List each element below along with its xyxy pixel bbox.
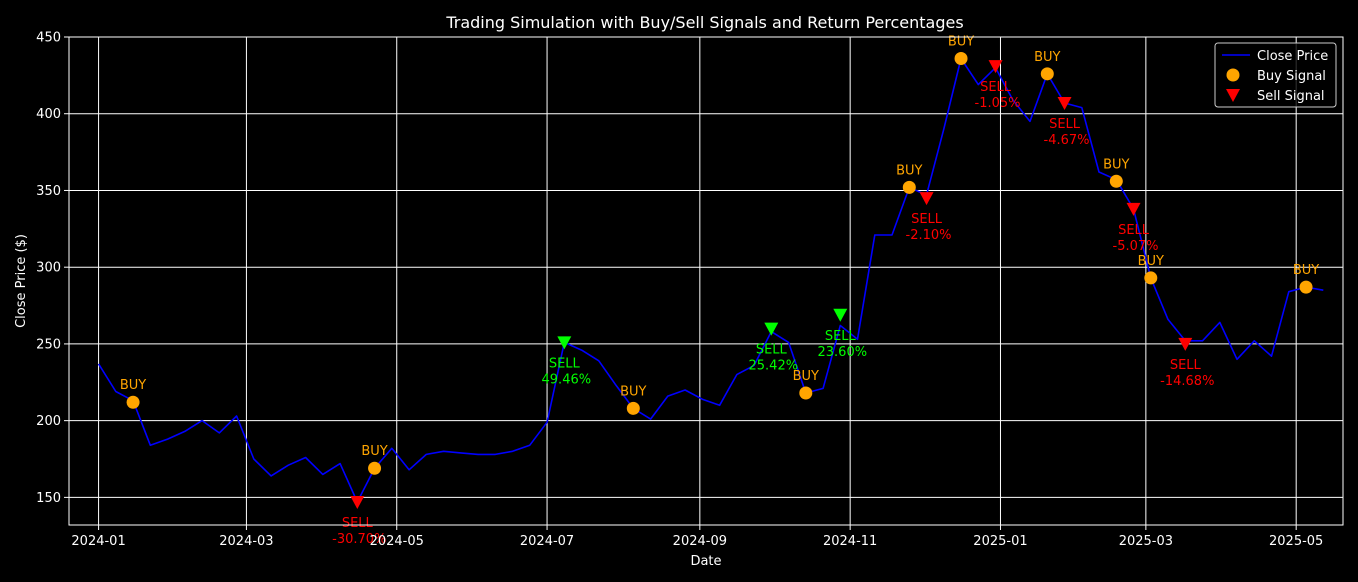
sell-label: SELL (825, 329, 857, 344)
x-tick-label: 2025-05 (1269, 534, 1323, 549)
buy-label: BUY (1138, 254, 1164, 269)
buy-marker (799, 386, 813, 400)
sell-return-label: -14.68% (1160, 374, 1214, 389)
legend-entry: Sell Signal (1257, 89, 1325, 104)
legend-entry: Buy Signal (1257, 69, 1326, 84)
buy-marker (1040, 67, 1054, 81)
x-tick-label: 2024-09 (673, 534, 727, 549)
y-tick-label: 150 (36, 491, 61, 506)
grid (69, 36, 1343, 525)
sell-marker (833, 308, 848, 322)
buy-label: BUY (948, 34, 974, 49)
sell-return-label: -1.05% (975, 96, 1021, 111)
legend-buy-swatch (1226, 68, 1240, 82)
y-tick-label: 350 (36, 184, 61, 199)
x-tick-label: 2024-11 (823, 534, 877, 549)
sell-marker (1126, 202, 1141, 216)
buy-label: BUY (1034, 50, 1060, 65)
sell-label: SELL (756, 343, 788, 358)
buy-label: BUY (120, 378, 146, 393)
buy-marker (368, 461, 382, 475)
x-tick-label: 2024-01 (71, 534, 125, 549)
sell-marker (1057, 96, 1072, 110)
sell-label: SELL (911, 212, 943, 227)
y-tick-label: 250 (36, 337, 61, 352)
buy-marker (1144, 271, 1158, 285)
signal-labels: BUYBUYBUYBUYBUYBUYBUYBUYBUYBUYSELL-30.70… (120, 34, 1319, 546)
buy-marker (126, 395, 140, 409)
sell-return-label: -2.10% (906, 228, 952, 243)
x-axis-label: Date (690, 554, 721, 569)
sell-marker (1178, 337, 1193, 351)
y-tick-label: 400 (36, 107, 61, 122)
plot-frame (68, 36, 1344, 526)
sell-return-label: -30.70% (332, 532, 386, 547)
signal-markers (126, 51, 1313, 509)
buy-marker (626, 401, 640, 415)
buy-marker (1299, 280, 1313, 294)
sell-label: SELL (549, 356, 581, 371)
chart-title: Trading Simulation with Buy/Sell Signals… (445, 13, 963, 32)
x-tick-label: 2024-07 (520, 534, 574, 549)
x-tick-label: 2025-03 (1119, 534, 1173, 549)
x-tick-label: 2025-01 (973, 534, 1027, 549)
buy-label: BUY (1293, 263, 1319, 278)
sell-return-label: -5.07% (1113, 239, 1159, 254)
sell-return-label: -4.67% (1044, 133, 1090, 148)
sell-label: SELL (1170, 358, 1202, 373)
sell-marker (988, 60, 1003, 74)
buy-marker (902, 180, 916, 194)
buy-label: BUY (793, 369, 819, 384)
axis-ticks: 2024-01 2024-03 2024-05 2024-07 2024-09 2024-… (36, 31, 1323, 550)
sell-label: SELL (1049, 117, 1081, 132)
buy-label: BUY (896, 163, 922, 178)
buy-marker (954, 51, 968, 65)
legend-entry: Close Price (1257, 49, 1328, 64)
sell-label: SELL (342, 516, 374, 531)
sell-marker (557, 336, 572, 350)
y-tick-label: 450 (36, 31, 61, 46)
buy-marker (1109, 174, 1123, 188)
legend-sell-swatch (1226, 89, 1240, 102)
buy-label: BUY (1103, 157, 1129, 172)
sell-return-label: 23.60% (818, 345, 868, 360)
sell-marker (350, 495, 365, 509)
sell-marker (919, 192, 934, 206)
x-tick-label: 2024-05 (370, 534, 424, 549)
sell-return-label: 25.42% (749, 359, 799, 374)
sell-return-label: 49.46% (542, 372, 592, 387)
buy-label: BUY (620, 384, 646, 399)
sell-label: SELL (980, 80, 1012, 95)
legend: Close Price Buy Signal Sell Signal (1214, 42, 1337, 108)
y-axis-label: Close Price ($) (14, 234, 29, 328)
sell-marker (764, 322, 779, 336)
y-tick-label: 200 (36, 414, 61, 429)
buy-label: BUY (361, 444, 387, 459)
legend-box (1214, 42, 1337, 108)
x-tick-label: 2024-03 (219, 534, 273, 549)
y-tick-label: 300 (36, 261, 61, 276)
sell-label: SELL (1118, 223, 1150, 238)
